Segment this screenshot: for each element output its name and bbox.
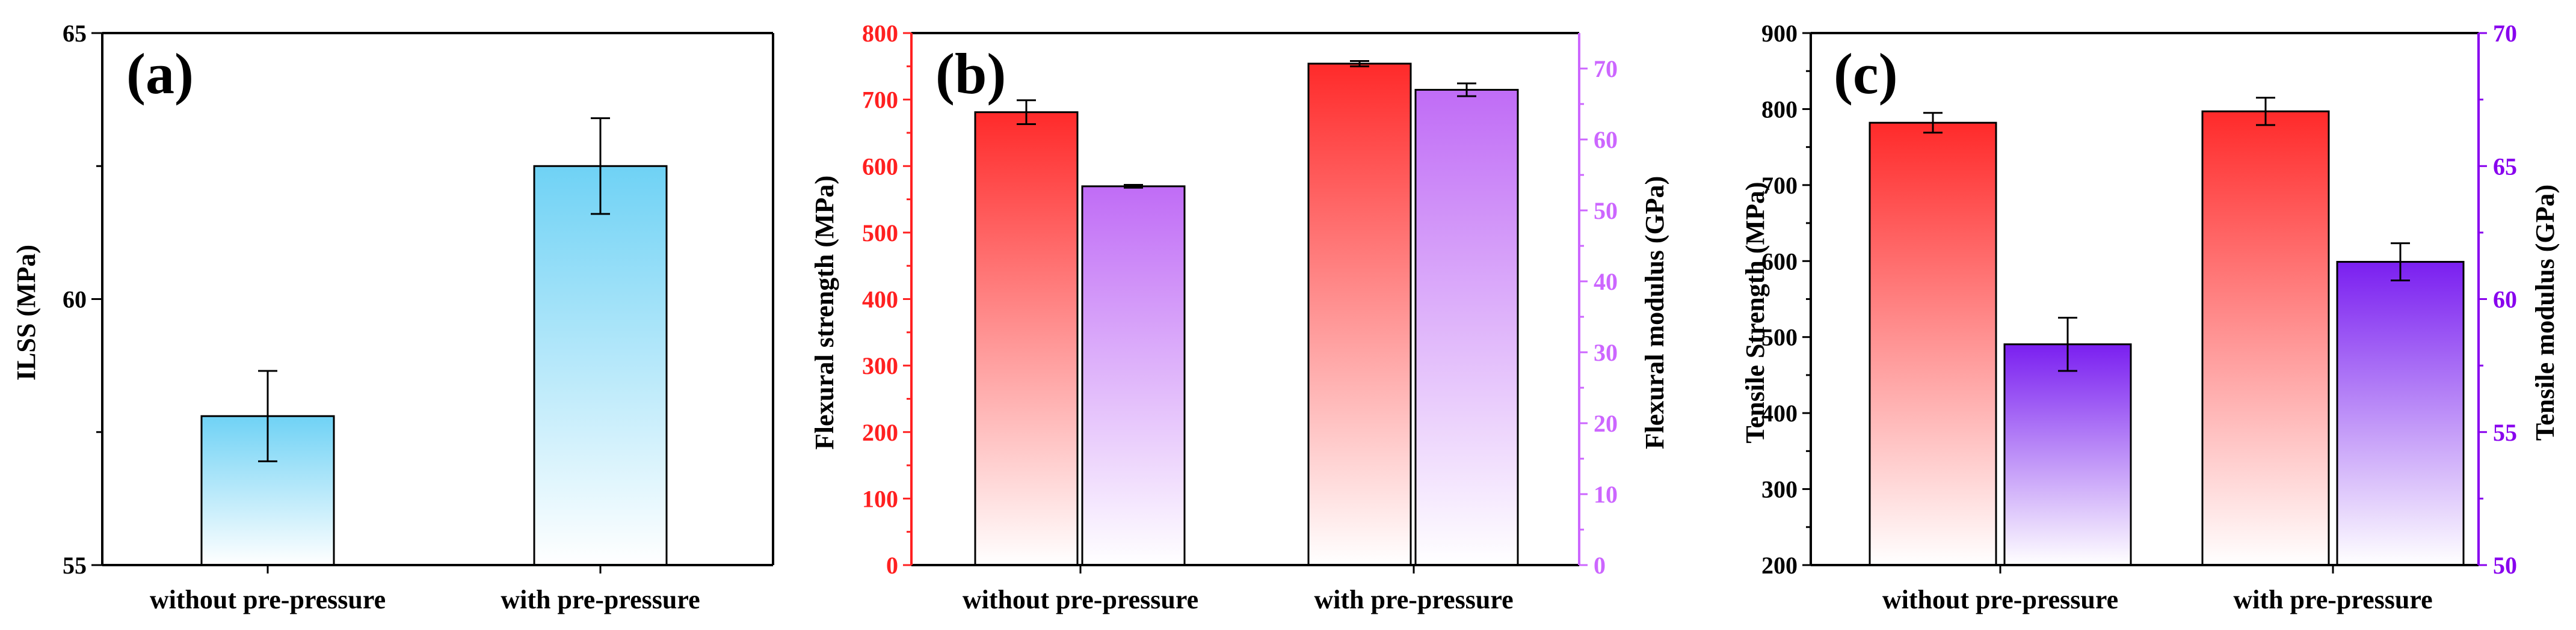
panel-b-y-right-tick-label-8: 70 [1594, 55, 1618, 82]
panel-c-ylabel-right: Tensile modulus (GPa) [2530, 185, 2560, 441]
panel-a-label: (a) [126, 41, 194, 106]
panel-c-errorbar-1-2 [2256, 96, 2275, 126]
panel-c-y-tick-label-1: 200 [1761, 552, 1798, 579]
panel-c-y-tick-label-3: 400 [1761, 400, 1798, 427]
panel-b-bar-1-1 [974, 111, 1079, 566]
panel-c-ylabel: Tensile Strength (MPa) [1740, 182, 1770, 443]
panel-b-y-tick-label-2: 100 [862, 485, 898, 512]
panel-a-category-1: without pre-pressure [150, 585, 386, 614]
panel-c-y-tick-label-6: 700 [1761, 172, 1798, 199]
panel-b-y-tick-label-3: 200 [862, 419, 898, 446]
panel-b-y-right-tick-label-5: 40 [1594, 268, 1618, 295]
panel-c-label: (c) [1834, 41, 1898, 106]
panel-b-y-right-tick-label-4: 30 [1594, 339, 1618, 366]
panel-c-category-1: without pre-pressure [1882, 585, 2118, 614]
panel-b-y-tick-label-4: 300 [862, 352, 898, 379]
panel-b-category-2: with pre-pressure [1314, 585, 1513, 614]
panel-c-y-right-tick-label-2: 55 [2493, 419, 2517, 446]
panel-c-y-tick-label-5: 600 [1761, 248, 1798, 275]
panel-b-errorbar-1-2 [1350, 60, 1369, 67]
panel-b-ylabel-right: Flexural modulus (GPa) [1640, 176, 1669, 450]
panel-c-y-tick-label-7: 800 [1761, 96, 1798, 123]
panel-b-label: (b) [935, 41, 1006, 106]
panel-b-y-right-tick-label-2: 10 [1594, 481, 1618, 508]
panel-c-bar-1-2 [2201, 110, 2330, 566]
panel-b-y-tick-label-6: 500 [862, 219, 898, 246]
panel-b-category-1: without pre-pressure [963, 585, 1198, 614]
panel-c-y-right-tick-label-5: 70 [2493, 20, 2517, 47]
panel-b-bar-2-2 [1414, 88, 1519, 566]
panel-b-ylabel: Flexural strength (MPa) [810, 176, 839, 450]
panel-c-y-right-tick-label-3: 60 [2493, 286, 2517, 313]
panel-b-bar-2-1 [1081, 185, 1186, 566]
panel-a-errorbar-1-1 [258, 370, 277, 462]
panel-b-errorbar-2-2 [1457, 82, 1476, 97]
panel-a-errorbar-1-2 [591, 117, 610, 215]
panel-b-y-right-tick-label-6: 50 [1594, 197, 1618, 224]
panel-b-y-right-tick-label-3: 20 [1594, 410, 1618, 437]
panel-c-errorbar-1-1 [1923, 112, 1943, 134]
panel-a-ylabel: ILSS (MPa) [11, 245, 41, 381]
panel-b-y-tick-label-1: 0 [886, 552, 898, 579]
panel-c-y-right-tick-label-4: 65 [2493, 153, 2517, 180]
panel-c-y-tick-label-4: 500 [1761, 324, 1798, 351]
panel-c-y-tick-label-2: 300 [1761, 476, 1798, 503]
panel-c-y-right-tick-label-1: 50 [2493, 552, 2517, 579]
panel-a-category-2: with pre-pressure [501, 585, 700, 614]
panel-b-y-tick-label-7: 600 [862, 153, 898, 180]
panel-b-errorbar-2-1 [1124, 184, 1143, 189]
panel-b-y-tick-label-9: 800 [862, 20, 898, 47]
panel-a-bar-1-2 [533, 165, 668, 566]
panel-b-y-right-tick-label-7: 60 [1594, 126, 1618, 153]
panel-c-errorbar-2-1 [2058, 316, 2077, 372]
panel-b-y-tick-label-5: 400 [862, 286, 898, 313]
panel-c-errorbar-2-2 [2391, 242, 2410, 282]
panel-b-y-tick-label-8: 700 [862, 87, 898, 114]
panel-a-y-tick-label-3: 65 [63, 20, 87, 47]
panel-c-category-2: with pre-pressure [2233, 585, 2432, 614]
panel-a-y-tick-label-1: 55 [63, 552, 87, 579]
panel-b-errorbar-1-1 [1017, 99, 1036, 126]
panel-c-bar-2-2 [2336, 261, 2465, 566]
panel-a: (a) ILSS (MPa) without pre-pressure with… [11, 20, 774, 614]
panel-c-y-tick-label-8: 900 [1761, 20, 1798, 47]
panel-b-y-right-tick-label-1: 0 [1594, 552, 1606, 579]
panel-c: (c) Tensile Strength (MPa) Tensile modul… [1740, 20, 2560, 614]
panel-b-bar-1-2 [1307, 63, 1412, 566]
panel-b: (b) Flexural strength (MPa) Flexural mod… [810, 20, 1669, 614]
panel-a-y-tick-label-2: 60 [63, 286, 87, 313]
panel-c-bar-2-1 [2003, 343, 2132, 566]
panel-c-bar-1-1 [1869, 121, 1997, 566]
